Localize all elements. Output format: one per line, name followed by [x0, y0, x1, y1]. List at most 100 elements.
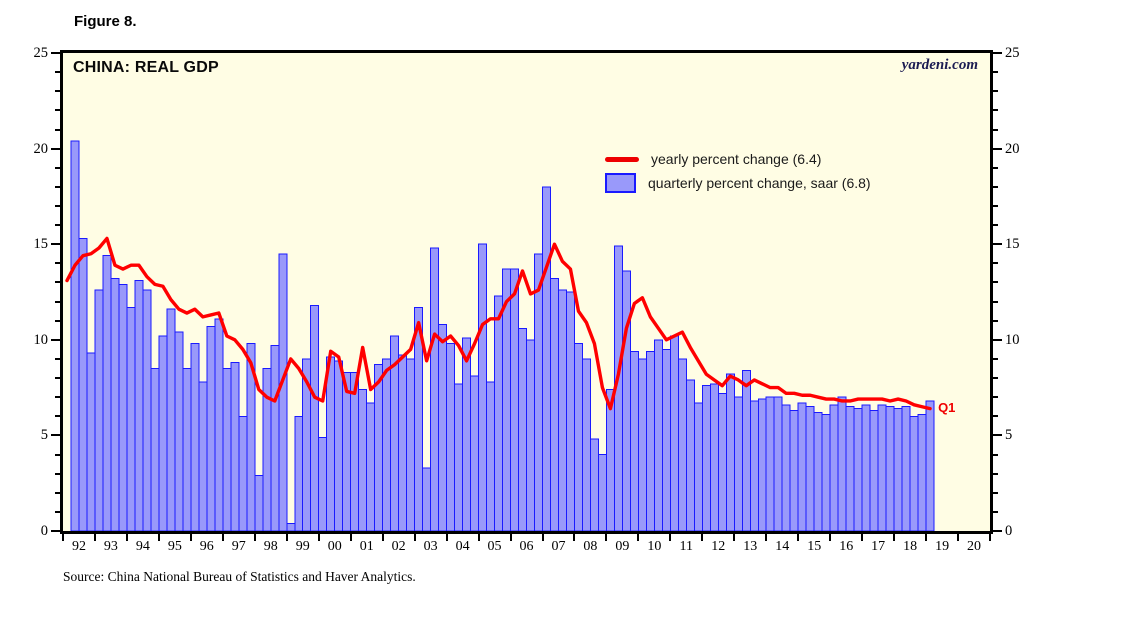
- gdp-quarterly-bar: [845, 406, 855, 531]
- gdp-quarterly-bar: [158, 335, 168, 531]
- gdp-quarterly-bar: [350, 371, 360, 531]
- x-axis-tick: [477, 534, 480, 541]
- y-axis-tick-right: [993, 185, 998, 188]
- gdp-quarterly-bar: [797, 402, 807, 531]
- gdp-quarterly-bar: [110, 278, 120, 531]
- gdp-quarterly-bar: [470, 375, 480, 531]
- legend-item-quarterly: quarterly percent change, saar (6.8): [605, 171, 871, 195]
- gdp-quarterly-bar: [765, 396, 775, 531]
- gdp-chart-canvas: [65, 140, 935, 531]
- y-axis-tick-right: [993, 147, 1002, 150]
- gdp-quarterly-bar: [549, 278, 559, 531]
- x-axis-label-08: 08: [583, 539, 598, 554]
- gdp-quarterly-bar: [813, 411, 823, 531]
- x-axis-tick: [733, 534, 736, 541]
- x-axis-label-15: 15: [807, 539, 822, 554]
- gdp-quarterly-bar: [174, 331, 184, 531]
- x-axis-label-06: 06: [519, 539, 534, 554]
- y-axis-tick-left: [55, 510, 60, 513]
- gdp-quarterly-bar: [741, 369, 751, 531]
- x-axis-tick: [349, 534, 352, 541]
- x-axis-label-12: 12: [711, 539, 726, 554]
- y-axis-tick-right: [993, 415, 998, 418]
- x-axis-tick: [669, 534, 672, 541]
- y-axis-tick-left: [55, 205, 60, 207]
- y-axis-tick-left: [55, 357, 60, 360]
- gdp-quarterly-bar: [773, 396, 783, 531]
- y-axis-tick-right: [993, 530, 1002, 532]
- x-axis-label-98: 98: [263, 539, 278, 554]
- x-axis-tick: [637, 534, 640, 541]
- y-axis-tick-right: [993, 453, 998, 456]
- gdp-quarterly-bar: [286, 522, 296, 531]
- y-axis-tick-right: [993, 90, 998, 93]
- gdp-quarterly-bar: [789, 410, 799, 531]
- y-axis-tick-left: [51, 52, 60, 54]
- y-axis-tick-left: [55, 319, 60, 322]
- gdp-quarterly-bar: [142, 289, 152, 531]
- gdp-quarterly-bar: [526, 339, 535, 531]
- x-axis-tick: [62, 534, 64, 541]
- gdp-quarterly-bar: [877, 404, 887, 531]
- x-axis-label-03: 03: [423, 539, 438, 554]
- gdp-quarterly-bar: [94, 289, 104, 531]
- gdp-quarterly-bar: [190, 343, 200, 531]
- y-axis-label-right-20: 20: [1005, 140, 1020, 157]
- y-axis-tick-right: [993, 262, 998, 265]
- x-axis-label-00: 00: [327, 539, 342, 554]
- x-axis-tick: [157, 534, 160, 541]
- gdp-quarterly-bar: [909, 415, 919, 531]
- gdp-quarterly-bar: [885, 406, 895, 531]
- y-axis-tick-right: [993, 396, 998, 399]
- gdp-quarterly-bar: [565, 291, 575, 531]
- gdp-quarterly-bar: [398, 354, 408, 531]
- y-axis-label-right-10: 10: [1005, 331, 1020, 348]
- y-axis-tick-left: [55, 71, 60, 74]
- y-axis-tick-right: [993, 109, 998, 112]
- y-axis-tick-right: [993, 434, 1002, 437]
- gdp-quarterly-bar: [406, 358, 416, 531]
- gdp-quarterly-bar: [637, 358, 647, 531]
- gdp-quarterly-bar: [446, 343, 456, 531]
- legend-label-yearly: yearly percent change (6.4): [651, 151, 822, 167]
- x-axis-tick: [413, 534, 416, 541]
- x-axis-tick: [253, 534, 256, 541]
- gdp-quarterly-bar: [222, 367, 232, 531]
- gdp-quarterly-bar: [438, 324, 448, 531]
- gdp-quarterly-bar: [238, 415, 248, 531]
- gdp-quarterly-bar: [326, 356, 336, 531]
- x-axis-tick: [189, 534, 192, 541]
- x-axis-label-14: 14: [775, 539, 790, 554]
- legend: yearly percent change (6.4) quarterly pe…: [605, 147, 871, 195]
- gdp-quarterly-bar: [214, 318, 224, 531]
- source-note: Source: China National Bureau of Statist…: [63, 569, 416, 584]
- gdp-quarterly-bar: [358, 389, 368, 531]
- y-axis-tick-right: [993, 338, 1002, 341]
- x-axis-label-11: 11: [679, 539, 694, 554]
- y-axis-tick-left: [55, 300, 60, 303]
- gdp-quarterly-bar: [805, 406, 815, 531]
- gdp-quarterly-bar: [629, 350, 639, 531]
- gdp-quarterly-bar: [573, 343, 583, 531]
- x-axis-tick: [445, 534, 448, 541]
- gdp-quarterly-bar: [270, 345, 280, 531]
- gdp-quarterly-bar: [518, 327, 528, 531]
- gdp-quarterly-bar: [462, 337, 472, 531]
- x-axis-label-18: 18: [903, 539, 918, 554]
- x-axis-label-07: 07: [551, 539, 566, 554]
- gdp-quarterly-bar: [685, 379, 695, 531]
- gdp-quarterly-bar: [70, 140, 80, 531]
- gdp-quarterly-bar: [102, 255, 112, 531]
- x-axis-label-04: 04: [455, 539, 470, 554]
- gdp-quarterly-bar: [310, 304, 320, 531]
- x-axis-tick: [573, 534, 576, 541]
- y-axis-tick-right: [993, 205, 998, 207]
- x-axis-label-99: 99: [295, 539, 310, 554]
- x-axis-tick: [861, 534, 864, 541]
- y-axis-label-left-10: 10: [33, 331, 49, 348]
- gdp-quarterly-bar: [781, 404, 791, 531]
- gdp-quarterly-bar: [669, 335, 679, 531]
- y-axis-label-left-20: 20: [33, 140, 49, 157]
- y-axis-tick-left: [51, 338, 60, 341]
- gdp-quarterly-bar: [581, 358, 591, 531]
